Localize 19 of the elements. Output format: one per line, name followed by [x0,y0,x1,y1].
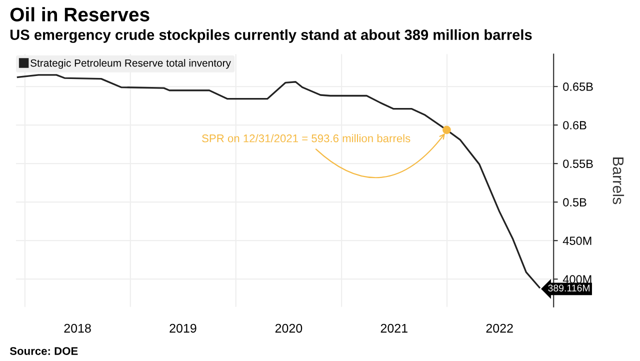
x-tick-label: 2018 [64,324,91,333]
y-tick-label: 450M [562,236,592,245]
y-tick-label: 400M [562,275,592,284]
legend-label: Strategic Petroleum Reserve total inventory [30,59,231,69]
annotation: SPR on 12/31/2021 = 593.6 million barrels [202,134,410,142]
chart-title: Oil in Reserves [10,7,150,22]
y-tick-label: 0.6B [563,121,586,130]
source-note: Source: DOE [10,347,78,355]
line-series [16,74,540,288]
y-tick-label: 0.5B [563,198,586,206]
y-tick-label: 0.65B [563,82,593,91]
y-axis-title: Barrels [612,158,624,204]
x-tick-label: 2019 [170,324,196,333]
x-tick-label: 2020 [275,324,302,333]
y-tick-label: 0.55B [563,160,593,168]
x-tick-label: 2022 [486,324,513,333]
data-label: 389.116M [548,284,590,292]
x-tick-label: 2021 [380,324,408,333]
chart-subtitle: US emergency crude stockpiles currently stand at about 389 million barrels [10,29,532,43]
